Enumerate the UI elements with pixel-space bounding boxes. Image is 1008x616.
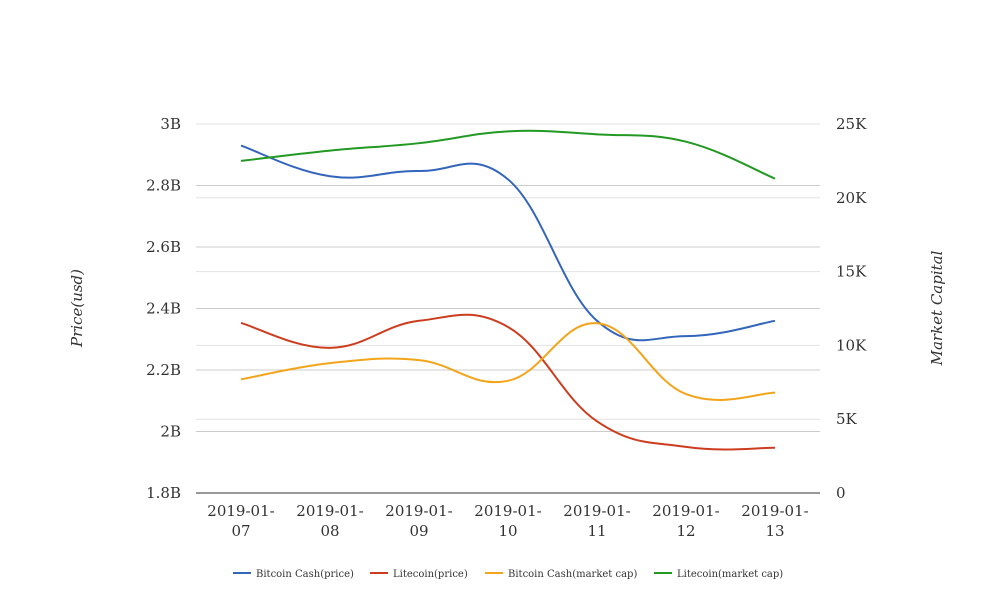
- y-axis-right-title: Market Capital: [928, 250, 946, 366]
- legend: Bitcoin Cash(price) Litecoin(price) Bitcoi…: [233, 569, 783, 580]
- y-left-tick-label: 2.8B: [146, 177, 181, 195]
- x-axis-ticks: 2019-01-07 2019-01-08 2019-01-09 2019-01-10…: [207, 502, 808, 540]
- series-lines: [240, 129, 776, 451]
- y-left-tick-label: 1.8B: [146, 484, 181, 502]
- y-right-tick-label: 15K: [836, 263, 867, 281]
- series-line: [240, 313, 776, 451]
- right-axis-ticks: 0 5K 10K 15K 20K 25K: [836, 115, 867, 502]
- x-tick-label: 2019-01-09: [385, 502, 452, 540]
- x-tick-label: 2019-01-13: [741, 502, 808, 540]
- y-right-tick-label: 10K: [836, 336, 867, 354]
- legend-item[interactable]: Bitcoin Cash(price): [233, 569, 354, 580]
- legend-label: Litecoin(market cap): [677, 569, 783, 580]
- x-tick-label: 2019-01-07: [207, 502, 274, 540]
- y-right-tick-label: 5K: [836, 410, 858, 428]
- legend-item[interactable]: Bitcoin Cash(market cap): [485, 569, 637, 580]
- left-axis-ticks: 1.8B 2B 2.2B 2.4B 2.6B 2.8B 3B: [146, 115, 181, 502]
- legend-item[interactable]: Litecoin(market cap): [654, 569, 783, 580]
- grid: [196, 123, 820, 432]
- y-left-tick-label: 2.4B: [146, 300, 181, 318]
- y-right-tick-label: 0: [836, 484, 846, 502]
- y-right-tick-label: 20K: [836, 189, 867, 207]
- y-left-tick-label: 3B: [160, 115, 181, 133]
- y-left-tick-label: 2B: [160, 423, 181, 441]
- y-right-tick-label: 25K: [836, 115, 867, 133]
- series-line: [240, 129, 776, 180]
- y-left-tick-label: 2.6B: [146, 238, 181, 256]
- y-left-tick-label: 2.2B: [146, 361, 181, 379]
- y-axis-left-title: Price(usd): [68, 269, 86, 348]
- legend-label: Litecoin(price): [393, 569, 468, 580]
- x-tick-label: 2019-01-12: [652, 502, 719, 540]
- legend-label: Bitcoin Cash(price): [256, 569, 354, 580]
- series-line: [240, 322, 776, 401]
- x-tick-label: 2019-01-10: [474, 502, 541, 540]
- x-tick-label: 2019-01-08: [296, 502, 363, 540]
- legend-item[interactable]: Litecoin(price): [370, 569, 468, 580]
- x-tick-label: 2019-01-11: [563, 502, 630, 540]
- legend-label: Bitcoin Cash(market cap): [508, 569, 637, 580]
- series-line: [240, 144, 776, 342]
